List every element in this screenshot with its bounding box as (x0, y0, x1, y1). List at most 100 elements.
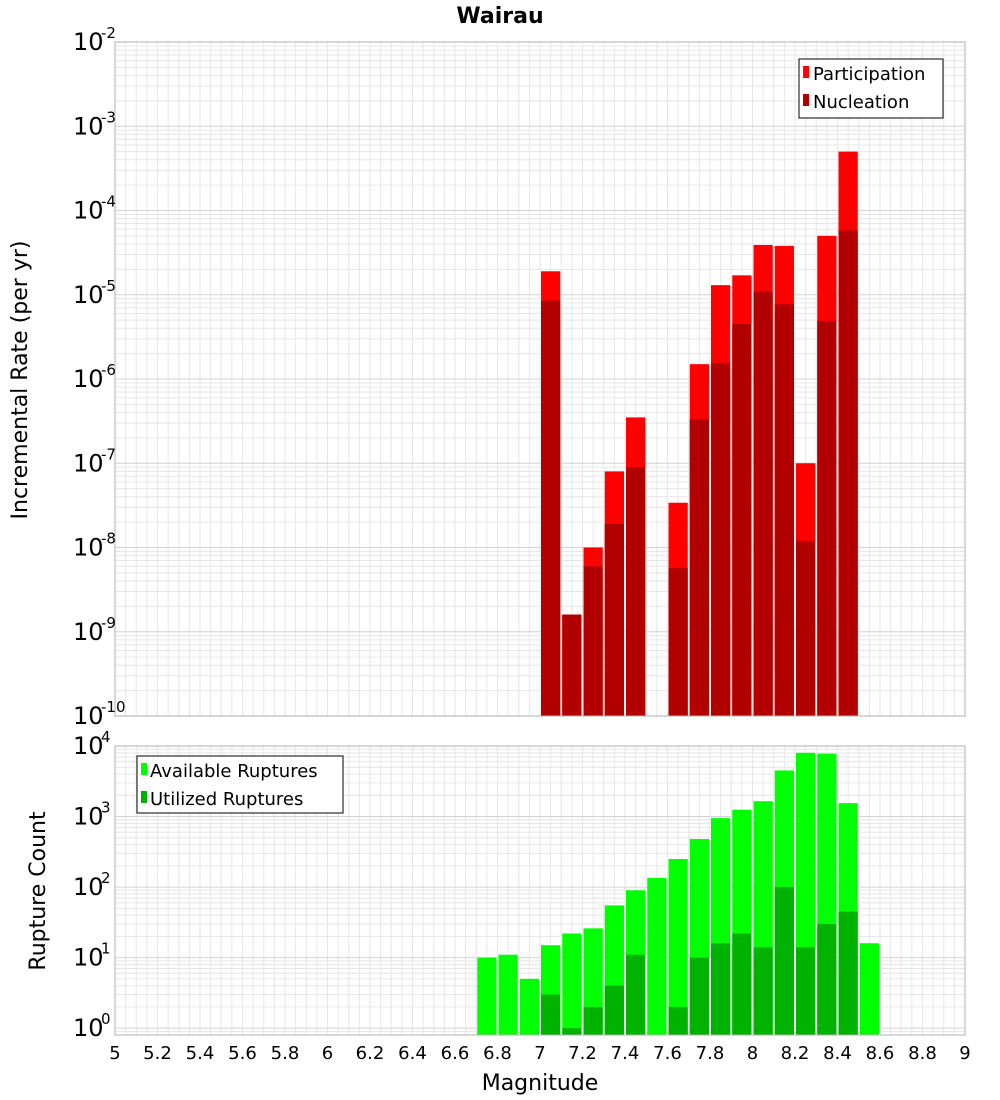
top-bar-nucleation-11 (796, 540, 816, 716)
bottom-bar-available-ruptures-9 (668, 859, 688, 1035)
top-bar-nucleation-1 (562, 614, 582, 716)
x-tick-label: 7.8 (696, 1043, 725, 1064)
top-y-axis-label: Incremental Rate (per yr) (8, 241, 33, 520)
bottom-y-tick-exponent: 0 (101, 1010, 111, 1028)
top-y-tick-label: 10 (73, 197, 104, 225)
bottom-bar-available-ruptures-0 (477, 957, 497, 1035)
x-tick-label: 5.8 (271, 1043, 300, 1064)
bottom-y-tick-exponent: 2 (101, 869, 111, 887)
available-legend-swatch (141, 763, 147, 775)
x-tick-label: 8.6 (866, 1043, 895, 1064)
bottom-legend: Available Ruptures Utilized Ruptures (136, 755, 344, 814)
x-tick-label: 5 (109, 1043, 120, 1064)
top-bars (541, 151, 858, 717)
top-y-tick-label: 10 (73, 534, 104, 562)
bottom-y-tick-exponent: 4 (101, 728, 111, 746)
bottom-bar-available-ruptures-18 (859, 943, 879, 1035)
bottom-bar-utilized-ruptures-10 (774, 887, 794, 1035)
x-tick-label: 8.8 (908, 1043, 937, 1064)
bottom-bar-utilized-ruptures-2 (583, 1006, 603, 1035)
bottom-y-tick-exponent: 1 (101, 940, 111, 958)
x-ticks: 5 5.2 5.4 5.6 5.8 6 6.2 6.4 6.6 6.8 7 7.2 7.4 7.6 7.8 8… (109, 1043, 970, 1064)
top-bar-nucleation-4 (626, 467, 646, 716)
top-y-tick-exponent: -8 (101, 530, 116, 548)
x-tick-label: 7.4 (611, 1043, 640, 1064)
bottom-bar-utilized-ruptures-9 (753, 947, 773, 1035)
top-bar-nucleation-6 (689, 419, 709, 716)
x-axis-label: Magnitude (482, 1071, 599, 1096)
bottom-bar-utilized-ruptures-3 (604, 985, 624, 1035)
bottom-bar-utilized-ruptures-13 (838, 911, 858, 1035)
participation-legend-label: Participation (813, 64, 925, 85)
bottom-y-tick-label: 10 (73, 732, 104, 760)
participation-legend-swatch (803, 66, 809, 78)
top-plot-frame (114, 41, 966, 717)
top-bar-nucleation-0 (541, 300, 561, 716)
top-bar-nucleation-9 (753, 291, 773, 716)
bottom-y-tick-label: 10 (73, 1014, 104, 1042)
top-y-tick-exponent: -3 (101, 108, 116, 126)
top-y-tick-label: 10 (73, 112, 104, 140)
top-bar-nucleation-8 (732, 323, 752, 716)
top-grid (114, 41, 966, 717)
bottom-y-tick-label: 10 (73, 944, 104, 972)
x-tick-label: 8.4 (823, 1043, 852, 1064)
bottom-bar-utilized-ruptures-5 (668, 1006, 688, 1035)
bottom-bar-available-ruptures-1 (498, 954, 518, 1035)
nucleation-legend-swatch (803, 94, 809, 106)
x-tick-label: 6 (322, 1043, 333, 1064)
x-tick-label: 6.4 (398, 1043, 427, 1064)
bottom-bar-available-ruptures-8 (647, 877, 667, 1035)
top-bar-nucleation-2 (583, 566, 603, 716)
top-bar-nucleation-10 (774, 304, 794, 716)
x-tick-label: 8.2 (781, 1043, 810, 1064)
x-tick-label: 9 (959, 1043, 970, 1064)
top-y-tick-label: 10 (73, 449, 104, 477)
bottom-y-axis-label: Rupture Count (26, 811, 51, 971)
x-tick-label: 6.2 (356, 1043, 385, 1064)
top-bar-nucleation-3 (604, 524, 624, 716)
bottom-y-tick-label: 10 (73, 803, 104, 831)
bottom-bar-utilized-ruptures-12 (817, 923, 837, 1035)
bottom-bars (477, 752, 879, 1035)
top-y-tick-label: 10 (73, 28, 104, 56)
top-y-tick-exponent: -7 (101, 445, 116, 463)
bottom-bar-available-ruptures-2 (519, 978, 539, 1035)
x-tick-label: 7.2 (568, 1043, 597, 1064)
top-y-tick-label: 10 (73, 281, 104, 309)
bottom-y-tick-exponent: 3 (101, 799, 111, 817)
bottom-bar-utilized-ruptures-6 (689, 957, 709, 1035)
bottom-bar-utilized-ruptures-7 (711, 943, 731, 1035)
bottom-bar-available-ruptures-4 (562, 933, 582, 1035)
x-tick-label: 5.4 (186, 1043, 215, 1064)
top-bar-nucleation-7 (711, 362, 731, 716)
bottom-bar-utilized-ruptures-4 (626, 954, 646, 1035)
bottom-bar-utilized-ruptures-0 (541, 994, 561, 1035)
chart-title: Wairau (456, 4, 543, 29)
utilized-legend-label: Utilized Ruptures (150, 789, 303, 810)
x-tick-label: 8 (747, 1043, 758, 1064)
top-y-tick-exponent: -2 (101, 24, 116, 42)
bottom-legend-box (136, 755, 344, 814)
top-bar-nucleation-5 (668, 568, 688, 716)
bottom-bar-utilized-ruptures-8 (732, 933, 752, 1035)
x-tick-label: 5.6 (228, 1043, 257, 1064)
available-legend-label: Available Ruptures (150, 761, 318, 782)
top-legend-box (798, 58, 944, 119)
top-y-tick-exponent: -9 (101, 614, 116, 632)
top-y-tick-exponent: -4 (101, 193, 116, 211)
top-y-tick-exponent: -6 (101, 361, 116, 379)
x-tick-label: 6.6 (441, 1043, 470, 1064)
top-y-tick-label: 10 (73, 618, 104, 646)
bottom-y-tick-label: 10 (73, 873, 104, 901)
top-bar-nucleation-13 (838, 230, 858, 716)
x-tick-label: 7 (534, 1043, 545, 1064)
utilized-legend-swatch (141, 791, 147, 803)
top-bar-nucleation-12 (817, 320, 837, 716)
x-tick-label: 7.6 (653, 1043, 682, 1064)
